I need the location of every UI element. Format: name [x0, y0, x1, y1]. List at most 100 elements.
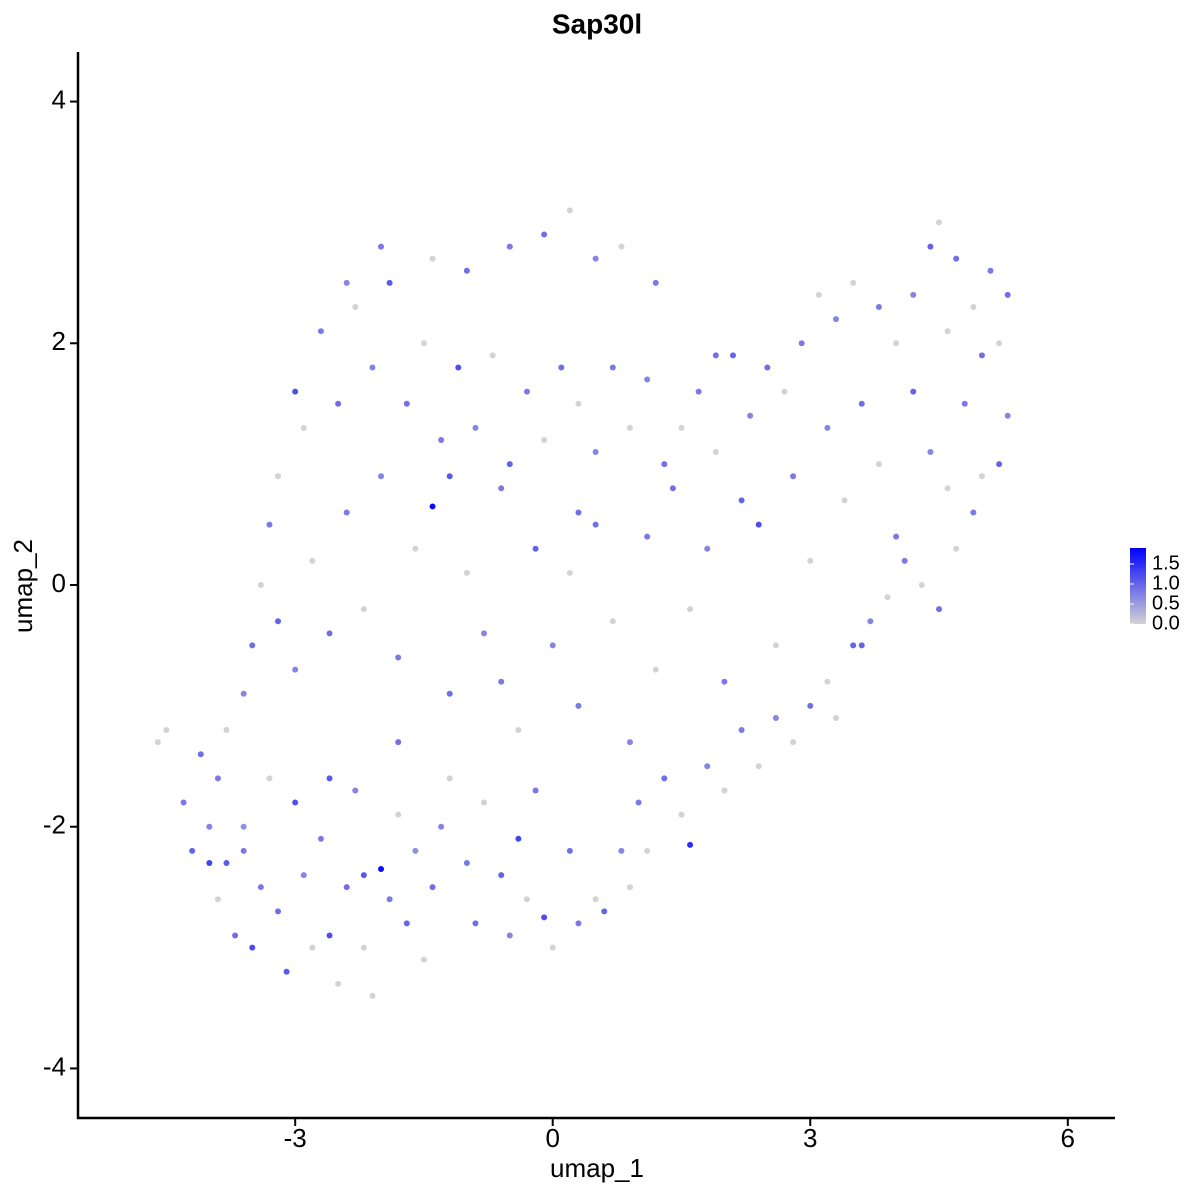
cell-point — [257, 884, 264, 891]
cell-point — [738, 727, 745, 734]
cell-point — [815, 291, 822, 298]
cell-point — [223, 859, 230, 866]
cell-point — [1004, 291, 1011, 298]
cell-point — [360, 606, 367, 613]
cell-point — [386, 279, 393, 286]
cell-point — [463, 859, 470, 866]
cell-point — [300, 424, 307, 431]
cell-point — [824, 424, 831, 431]
cell-point — [395, 654, 402, 661]
cell-point — [395, 739, 402, 746]
cell-point — [558, 364, 565, 371]
cell-point — [970, 509, 977, 516]
y-tick-label: 4 — [52, 84, 66, 114]
cell-point — [292, 388, 299, 395]
cell-point — [292, 799, 299, 806]
y-tick-label: -4 — [43, 1051, 66, 1081]
x-tick-label: -3 — [284, 1123, 307, 1153]
cell-point — [300, 872, 307, 879]
cell-point — [944, 485, 951, 492]
cell-point — [575, 702, 582, 709]
cell-point — [506, 932, 513, 939]
cell-point — [721, 787, 728, 794]
cell-point — [875, 461, 882, 468]
cell-point — [635, 799, 642, 806]
cell-point — [601, 908, 608, 915]
cell-point — [429, 884, 436, 891]
cell-point — [403, 920, 410, 927]
x-tick-label: 0 — [545, 1123, 559, 1153]
cell-point — [266, 775, 273, 782]
x-tick-label: 6 — [1061, 1123, 1075, 1153]
cell-point — [515, 835, 522, 842]
cell-point — [755, 521, 762, 528]
cell-point — [257, 582, 264, 588]
cell-point — [412, 847, 419, 854]
y-tick-label: 0 — [52, 568, 66, 598]
cell-point — [326, 630, 333, 637]
chart-title: Sap30l — [552, 8, 642, 39]
colorbar-tick-label: 0.5 — [1152, 592, 1180, 614]
cell-point — [541, 231, 548, 238]
cell-point — [652, 279, 659, 286]
cell-point — [352, 304, 359, 311]
cell-point — [275, 908, 282, 915]
cell-point — [214, 896, 221, 903]
cell-point — [996, 461, 1003, 468]
cell-point — [626, 424, 633, 431]
cell-point — [704, 763, 711, 770]
cell-point — [180, 799, 187, 806]
cell-point — [850, 642, 857, 649]
cell-point — [858, 400, 865, 407]
cell-point — [678, 811, 685, 818]
cell-point — [875, 304, 882, 311]
cell-point — [987, 267, 994, 274]
cell-point — [523, 896, 530, 903]
cell-point — [738, 497, 745, 504]
cell-point — [850, 279, 857, 286]
cell-point — [807, 702, 814, 709]
cell-point — [446, 775, 453, 782]
cell-point — [309, 944, 316, 951]
cell-point — [575, 920, 582, 927]
cell-point — [704, 545, 711, 552]
cell-point — [721, 678, 728, 685]
cell-point — [240, 847, 247, 854]
cell-point — [790, 739, 797, 746]
cell-point — [429, 503, 436, 510]
cell-point — [472, 920, 479, 927]
cell-point — [223, 727, 230, 734]
colorbar-tick-label: 1.0 — [1152, 572, 1180, 594]
cell-point — [378, 243, 385, 250]
cell-point — [429, 255, 436, 262]
cell-point — [420, 340, 427, 347]
cell-point — [206, 859, 213, 866]
cell-point — [669, 485, 676, 492]
cell-point — [275, 473, 282, 480]
colorbar — [1130, 548, 1146, 624]
cell-point — [678, 424, 685, 431]
cell-point — [498, 872, 505, 879]
x-tick-label: 3 — [803, 1123, 817, 1153]
cell-point — [1004, 412, 1011, 419]
cell-point — [824, 678, 831, 685]
cell-point — [463, 267, 470, 274]
cell-point — [369, 364, 376, 371]
cell-point — [472, 424, 479, 431]
cell-point — [566, 207, 573, 214]
y-axis-label: umap_2 — [8, 539, 38, 633]
cell-point — [214, 775, 221, 782]
cell-point — [266, 521, 273, 528]
cell-point — [532, 545, 539, 552]
colorbar-tick-label: 1.5 — [1152, 552, 1180, 574]
cell-point — [395, 811, 402, 818]
cell-point — [807, 557, 814, 564]
cell-point — [910, 388, 917, 395]
cell-point — [626, 884, 633, 891]
cell-point — [369, 992, 376, 999]
cell-point — [343, 509, 350, 516]
cell-point — [712, 352, 719, 359]
cell-point — [729, 352, 736, 359]
